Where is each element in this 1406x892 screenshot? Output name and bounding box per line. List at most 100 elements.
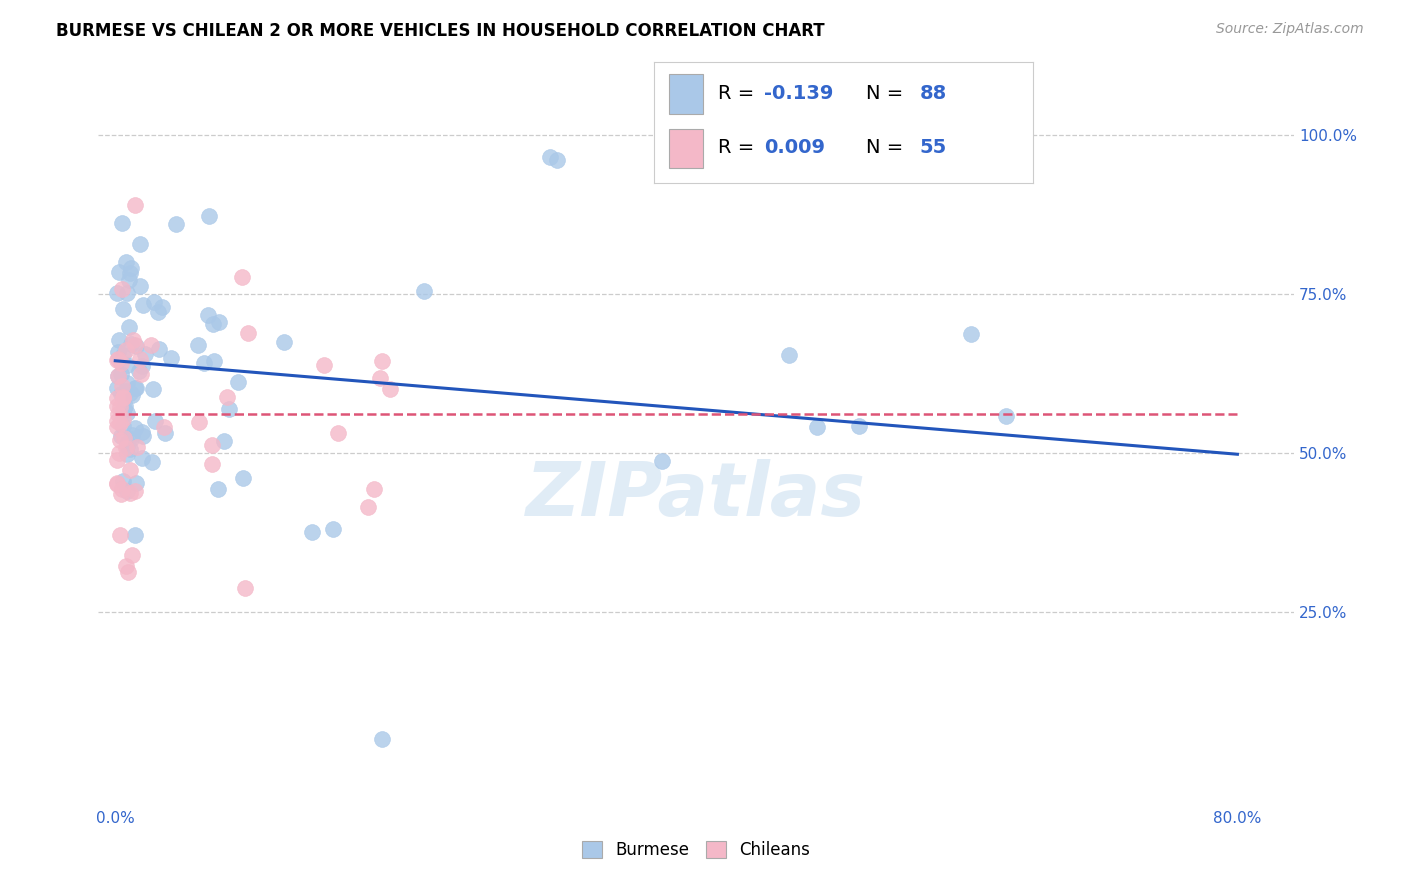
- Point: [159, 351, 181, 365]
- Point: [110, 387, 132, 401]
- Point: [105, 420, 128, 434]
- Point: [105, 475, 128, 490]
- Point: [105, 453, 128, 467]
- Point: [301, 525, 323, 540]
- Point: [107, 345, 129, 359]
- Point: [201, 438, 224, 452]
- Point: [217, 390, 239, 404]
- Point: [115, 254, 138, 268]
- Point: [112, 412, 135, 426]
- Point: [143, 414, 166, 428]
- Point: [115, 435, 138, 450]
- Point: [132, 298, 155, 312]
- Point: [128, 364, 150, 378]
- Point: [146, 305, 169, 319]
- Point: [120, 337, 142, 351]
- Point: [118, 442, 141, 456]
- Point: [112, 419, 135, 434]
- Point: [120, 261, 142, 276]
- Point: [112, 401, 135, 416]
- Point: [141, 455, 163, 469]
- Point: [115, 483, 138, 498]
- Point: [651, 454, 673, 468]
- Point: [121, 388, 143, 402]
- Point: [197, 309, 219, 323]
- Point: [153, 425, 176, 440]
- Point: [107, 369, 129, 384]
- Point: [111, 216, 134, 230]
- Point: [105, 353, 128, 368]
- Point: [312, 358, 335, 372]
- Point: [115, 285, 138, 300]
- Point: [107, 352, 129, 367]
- Point: [111, 379, 134, 393]
- Point: [112, 348, 135, 362]
- Point: [124, 421, 146, 435]
- Point: [112, 404, 135, 418]
- Point: [121, 548, 143, 562]
- Text: ZIPatlas: ZIPatlas: [526, 459, 866, 533]
- Point: [202, 354, 225, 368]
- Text: 88: 88: [920, 84, 946, 103]
- Point: [105, 392, 128, 406]
- Point: [233, 581, 256, 595]
- Point: [107, 369, 129, 384]
- Point: [121, 428, 143, 442]
- Point: [129, 279, 152, 293]
- Point: [546, 153, 568, 168]
- Point: [115, 441, 138, 455]
- Point: [207, 482, 229, 496]
- Point: [236, 326, 259, 340]
- Point: [132, 429, 155, 443]
- Point: [125, 475, 148, 490]
- FancyBboxPatch shape: [669, 128, 703, 169]
- Point: [187, 338, 209, 352]
- Point: [124, 528, 146, 542]
- Point: [412, 285, 434, 299]
- Point: [112, 387, 135, 401]
- Point: [201, 457, 224, 471]
- Point: [111, 301, 134, 316]
- Point: [188, 415, 211, 429]
- Point: [538, 150, 561, 164]
- Point: [115, 439, 138, 453]
- Point: [112, 391, 135, 405]
- Point: [208, 315, 231, 329]
- Text: 55: 55: [920, 138, 946, 158]
- Point: [118, 266, 141, 280]
- Point: [128, 236, 150, 251]
- Point: [218, 401, 240, 416]
- Point: [193, 356, 215, 370]
- Point: [105, 414, 128, 428]
- Point: [117, 566, 139, 580]
- Point: [108, 400, 131, 414]
- Text: N =: N =: [866, 138, 910, 158]
- Point: [114, 384, 136, 398]
- Point: [124, 338, 146, 352]
- Text: -0.139: -0.139: [763, 84, 834, 103]
- Point: [131, 359, 153, 373]
- Point: [994, 409, 1017, 424]
- Point: [214, 434, 236, 448]
- Point: [378, 382, 401, 396]
- Point: [326, 426, 349, 441]
- Point: [105, 476, 128, 491]
- Point: [139, 338, 162, 352]
- Point: [108, 417, 131, 431]
- Point: [108, 527, 131, 541]
- Point: [112, 431, 135, 445]
- Point: [357, 500, 380, 514]
- Point: [108, 333, 131, 347]
- Point: [125, 339, 148, 353]
- Point: [368, 371, 391, 385]
- Point: [118, 319, 141, 334]
- Point: [124, 198, 146, 212]
- Point: [111, 390, 134, 404]
- Point: [115, 407, 138, 421]
- Point: [108, 433, 131, 447]
- Point: [105, 286, 128, 301]
- Point: [231, 269, 253, 284]
- Point: [120, 385, 142, 400]
- Point: [108, 264, 131, 278]
- Point: [124, 483, 146, 498]
